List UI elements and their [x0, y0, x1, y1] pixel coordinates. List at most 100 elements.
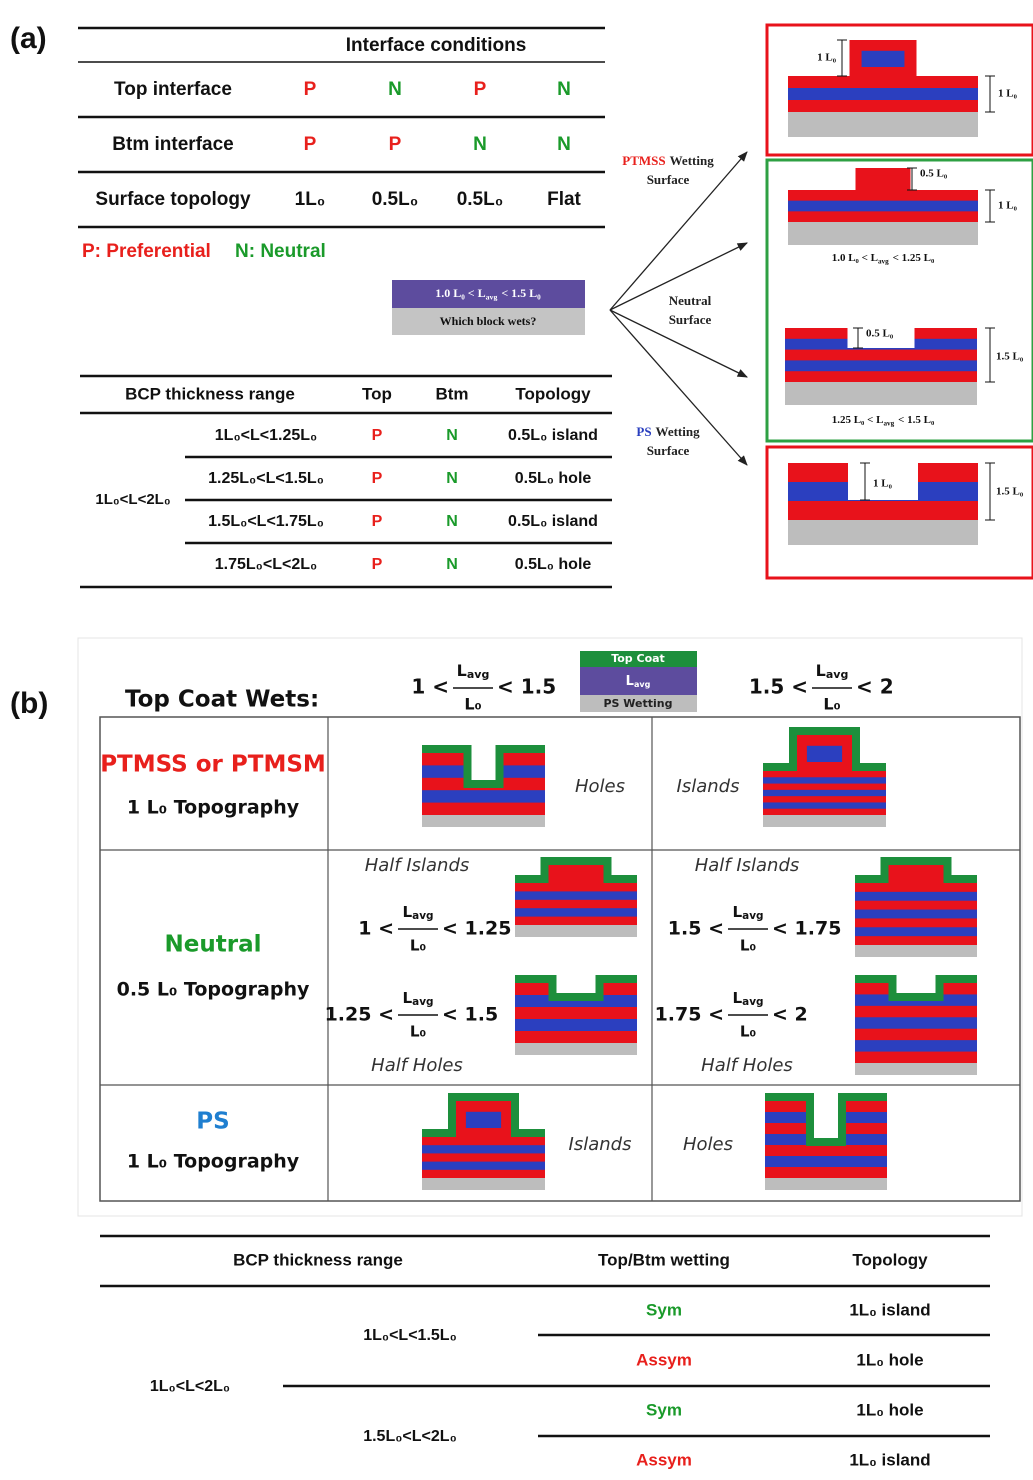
table-cell: N	[446, 513, 458, 530]
shape-label: Islands	[677, 776, 740, 797]
shape-label: Half Holes	[701, 1055, 793, 1076]
table-cell: 1L₀ hole	[856, 1350, 923, 1369]
surface-text: Wetting	[670, 153, 715, 168]
fraction-denominator: L₀	[823, 695, 840, 714]
dimension-label: 1.5 L₀	[996, 351, 1024, 363]
numerator-base: L	[816, 661, 826, 680]
hole	[472, 745, 496, 780]
table-cell: Sym	[646, 1300, 682, 1319]
row-label: Btm interface	[112, 134, 233, 155]
row-subtitle: 0.5 L₀ Topography	[117, 979, 310, 1001]
table-cell: Assym	[636, 1450, 692, 1469]
substrate	[515, 925, 637, 937]
column-header: Top	[362, 384, 392, 403]
box-question: Which block wets?	[440, 314, 537, 328]
surface-name: PTMSS	[622, 153, 665, 168]
numerator-base: L	[732, 903, 742, 921]
blue-block	[422, 790, 545, 802]
arrow	[610, 310, 747, 465]
table-cell: N	[388, 79, 402, 100]
dimension-label: 1 L₀	[998, 200, 1018, 212]
column-header: Topology	[852, 1250, 928, 1269]
fraction-right: < 1.75	[772, 918, 841, 940]
row-title: Neutral	[165, 932, 262, 958]
column-header: BCP thickness range	[233, 1250, 403, 1269]
table-cell: P	[304, 134, 317, 155]
numerator-subscript: avg	[412, 910, 433, 922]
table-cell: 1.5L₀<L<1.75L₀	[208, 513, 324, 530]
fraction-left: 1.5 <	[749, 675, 808, 699]
shape-label: Half Islands	[365, 855, 470, 876]
blue-block	[788, 201, 978, 212]
table-cell: P	[372, 513, 383, 530]
legend-entry: N: Neutral	[235, 241, 326, 262]
hole	[897, 975, 936, 993]
substrate	[765, 1178, 887, 1190]
subgroup-label: 1.5L₀<L<2L₀	[363, 1428, 457, 1445]
numerator-base: L	[457, 661, 467, 680]
film	[515, 883, 637, 925]
table-cell: P	[372, 556, 383, 573]
substrate	[855, 1063, 977, 1075]
range-subscript: avg	[486, 292, 498, 301]
blue-block	[422, 1145, 545, 1153]
table-cell: 1L₀	[295, 189, 326, 210]
legend-entry: P: Preferential	[82, 241, 211, 262]
substrate	[788, 112, 978, 137]
substrate	[785, 382, 977, 405]
fraction-numerator: Lavg	[732, 903, 763, 923]
shape-label: Holes	[575, 776, 625, 797]
row-title: PTMSS or PTMSM	[100, 752, 326, 778]
table-cell: P	[304, 79, 317, 100]
range-subscript: avg	[883, 419, 894, 427]
diagram-range: 1.25 L₀ < Lavg< 1.5 L₀	[832, 414, 935, 427]
blue-block	[763, 777, 886, 783]
fraction-left: 1.75 <	[655, 1004, 724, 1026]
range-text: 1.25 L₀ < L	[832, 414, 884, 426]
row-label: Top interface	[114, 79, 232, 100]
shape-label: Holes	[683, 1134, 733, 1155]
legend-text: Top Coat	[611, 652, 665, 665]
substrate	[422, 1178, 545, 1190]
numerator-subscript: avg	[467, 668, 489, 681]
hole	[557, 975, 596, 993]
fraction-right: < 2	[772, 1004, 808, 1026]
fraction-right: < 2	[856, 675, 894, 699]
table-cell: N	[557, 79, 571, 100]
numerator-subscript: avg	[742, 910, 763, 922]
surface-label: Surface	[669, 312, 712, 327]
surface-name: Neutral	[669, 293, 712, 308]
substrate	[763, 815, 886, 827]
range-text: 1.0 L₀ < L	[832, 252, 878, 264]
fraction-left: 1.25 <	[325, 1004, 394, 1026]
fraction-denominator: L₀	[410, 1023, 427, 1041]
numerator-subscript: avg	[742, 996, 763, 1008]
table-cell: Sym	[646, 1400, 682, 1419]
panel-label: (a)	[10, 22, 47, 55]
legend-text: PS Wetting	[603, 697, 672, 710]
fraction-numerator: Lavg	[402, 903, 433, 923]
table-cell: P	[389, 134, 402, 155]
surface-label: Surface	[647, 172, 690, 187]
surface-label: PSWetting	[636, 424, 700, 439]
row-subtitle: 1 L₀ Topography	[127, 1151, 300, 1173]
surface-name: PS	[636, 424, 651, 439]
table-cell: N	[446, 470, 458, 487]
diagram-range: 1.0 L₀ < Lavg< 1.25 L₀	[832, 252, 935, 265]
range-text: 1.0 L₀ < L	[435, 286, 485, 300]
page: (a)Interface conditionsTop interfacePNPN…	[0, 0, 1033, 1480]
blue-block	[763, 790, 886, 796]
fraction-numerator: Lavg	[732, 989, 763, 1009]
table-cell: 0.5L₀ hole	[515, 470, 592, 487]
table-cell: Flat	[547, 189, 581, 210]
table-cell: 1L₀ island	[849, 1450, 930, 1469]
blue-block	[862, 51, 905, 67]
table-cell: 0.5L₀ island	[508, 427, 598, 444]
range-text: < 1.5 L₀	[501, 286, 541, 300]
table-cell: P	[372, 427, 383, 444]
substrate	[855, 945, 977, 957]
legend-base: L	[626, 674, 634, 689]
panel-label: (b)	[10, 687, 48, 720]
blue-block	[788, 88, 978, 100]
table-cell: 1L₀ hole	[856, 1400, 923, 1419]
